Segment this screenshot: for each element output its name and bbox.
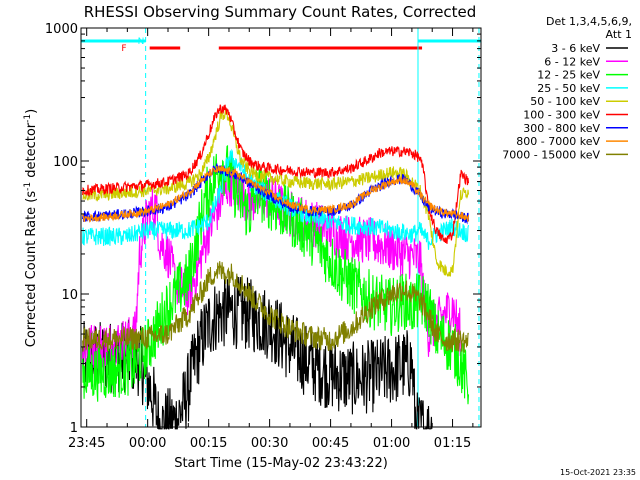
x-tick-label: 00:00 xyxy=(129,436,166,451)
series-line xyxy=(82,107,470,278)
flag-label-f: F xyxy=(121,44,126,54)
x-tick-label: 00:30 xyxy=(251,436,288,451)
legend-label: 50 - 100 keV xyxy=(530,95,600,108)
legend-label: 12 - 25 keV xyxy=(537,69,600,82)
legend-label: 300 - 800 keV xyxy=(523,122,600,135)
chart-title: RHESSI Observing Summary Count Rates, Co… xyxy=(84,3,477,21)
series-line xyxy=(82,104,470,244)
flag-label-n: N xyxy=(138,37,145,47)
y-axis-label-mid: detector xyxy=(24,122,39,182)
series-line xyxy=(82,165,470,223)
y-tick-label: 100 xyxy=(53,155,78,170)
flag-bars xyxy=(81,39,481,50)
x-tick-label: 00:15 xyxy=(190,436,227,451)
legend-label: 25 - 50 keV xyxy=(537,82,600,95)
series-line xyxy=(82,261,470,353)
legend-header-1: Det 1,3,4,5,6,9, xyxy=(546,15,632,28)
y-tick-label: 1000 xyxy=(45,22,78,37)
y-axis-label-sup1: -1 xyxy=(23,182,33,191)
legend-label: 800 - 7000 keV xyxy=(516,135,600,148)
x-axis-label: Start Time (15-May-02 23:43:22) xyxy=(174,456,388,471)
y-tick-label: 10 xyxy=(61,288,78,303)
footer-date: 15-Oct-2021 23:35 xyxy=(560,468,636,477)
y-axis-label-main: Corrected Count Rate (s xyxy=(24,191,39,348)
series-line xyxy=(82,145,470,405)
y-axis-label: Corrected Count Rate (s-1 detector-1) xyxy=(23,109,39,347)
x-tick-label: 23:45 xyxy=(68,436,105,451)
x-tick-label: 01:15 xyxy=(434,436,471,451)
y-tick-label: 1 xyxy=(70,421,78,436)
legend-label: 7000 - 15000 keV xyxy=(502,148,600,161)
y-axis-label-sup2: -1 xyxy=(23,114,33,123)
x-tick-label: 00:45 xyxy=(312,436,349,451)
x-tick-label: 01:00 xyxy=(373,436,410,451)
data-series xyxy=(82,104,470,430)
legend-header-2: Att 1 xyxy=(606,28,632,41)
legend-label: 3 - 6 keV xyxy=(551,42,600,55)
y-axis: 1 10 100 1000 xyxy=(45,22,481,436)
plot-frame xyxy=(80,27,482,428)
x-axis: 23:45 00:00 00:15 00:30 00:45 01:00 01:15 xyxy=(68,28,474,451)
y-axis-label-end: ) xyxy=(24,109,39,114)
legend-label: 6 - 12 keV xyxy=(544,55,600,68)
legend-label: 100 - 300 keV xyxy=(523,109,600,122)
